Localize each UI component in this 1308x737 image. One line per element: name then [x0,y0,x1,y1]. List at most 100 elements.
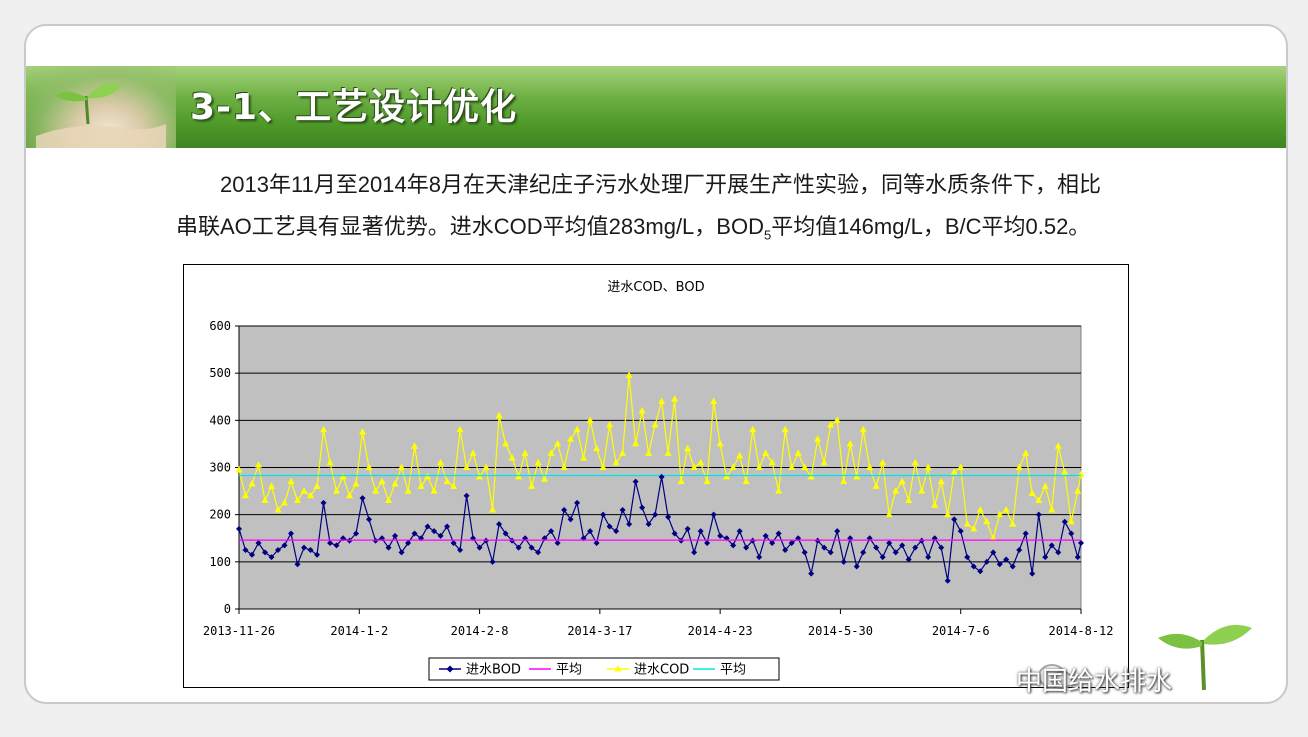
data-point [989,534,997,541]
data-point [1054,442,1062,449]
data-point [476,544,483,551]
data-point [652,511,659,518]
data-point [632,439,640,447]
data-point [977,568,984,575]
data-point [1048,542,1055,549]
y-tick-label: 300 [209,461,231,475]
x-tick-label: 2014-3-17 [567,624,632,638]
data-point [970,524,978,532]
data-point [964,554,971,561]
data-point [756,554,763,561]
data-point [320,499,327,506]
data-point [599,463,607,470]
x-tick-label: 2013-11-26 [203,624,275,638]
data-point [736,451,744,459]
y-tick-label: 200 [209,508,231,522]
data-point [580,454,588,461]
data-point [931,501,939,508]
data-point [1067,517,1075,525]
wechat-icon [1038,664,1073,689]
data-point [827,549,834,556]
data-point [925,554,932,561]
x-tick-label: 2014-4-23 [688,624,753,638]
data-point [1035,511,1042,518]
data-point [886,539,893,546]
data-point [612,458,620,466]
data-point [405,539,412,546]
intro-text-2b: 平均值146mg/L，B/C平均0.52。 [771,214,1091,239]
data-point [346,491,354,499]
data-point [924,463,932,470]
y-tick-label: 600 [209,319,231,333]
intro-text-2a: 串联AO工艺具有显著优势。进水COD平均值283mg/L，BOD [176,214,764,239]
data-point [626,521,633,528]
data-point [261,496,269,504]
data-point [879,458,887,466]
data-point [1003,556,1010,563]
data-point [300,487,308,494]
data-point [963,520,971,527]
data-point [769,539,776,546]
data-point [729,463,737,470]
y-tick-label: 400 [209,413,231,427]
data-point [697,528,704,535]
data-point [814,435,822,442]
data-point [1029,570,1036,577]
data-point [1016,547,1023,554]
data-point [911,458,919,466]
data-point [437,458,445,466]
data-point [1061,468,1069,475]
data-point [938,544,945,551]
data-point [547,449,555,456]
data-point [294,496,302,504]
data-point [859,425,867,433]
data-point [853,563,860,570]
data-point [638,406,646,414]
data-point [496,521,503,528]
data-point [593,444,601,452]
data-point [775,487,783,494]
data-point [853,472,861,480]
intro-paragraph: 2013年11月至2014年8月在天津纪庄子污水处理厂开展生产性实验，同等水质条… [176,164,1216,256]
data-point [489,505,497,513]
data-point [567,435,575,442]
data-point [872,482,880,489]
data-point [879,554,886,561]
data-point [521,449,529,456]
data-point [392,532,399,539]
data-point [632,478,639,485]
data-point [970,563,977,570]
data-point [541,475,549,482]
data-point [1028,489,1036,496]
data-point [586,416,594,423]
sprout-in-hands-image [26,66,176,148]
data-point [671,395,679,402]
data-point [775,530,782,537]
x-tick-label: 2014-5-30 [808,624,873,638]
data-point [508,454,516,461]
data-point [834,528,841,535]
data-point [248,480,256,487]
data-point [314,551,321,558]
data-point [957,463,965,470]
data-point [534,458,542,466]
legend-label: 进水BOD [466,663,521,678]
data-point [1009,520,1017,527]
data-point [385,544,392,551]
data-point [1078,539,1084,546]
data-point [320,425,328,433]
data-point [782,547,789,554]
data-point [645,521,652,528]
data-point [268,482,276,489]
watermark: 中国给水排水 [1016,667,1173,697]
data-point [905,556,912,563]
data-point [625,371,633,379]
data-point [417,482,425,489]
data-point [710,397,718,404]
data-point [450,539,457,546]
x-tick-label: 2014-8-12 [1048,624,1113,638]
data-point [730,542,737,549]
data-point [996,561,1003,568]
data-point [794,449,802,456]
intro-text-1: 2013年11月至2014年8月在天津纪庄子污水处理厂开展生产性实验，同等水质条… [220,172,1101,197]
